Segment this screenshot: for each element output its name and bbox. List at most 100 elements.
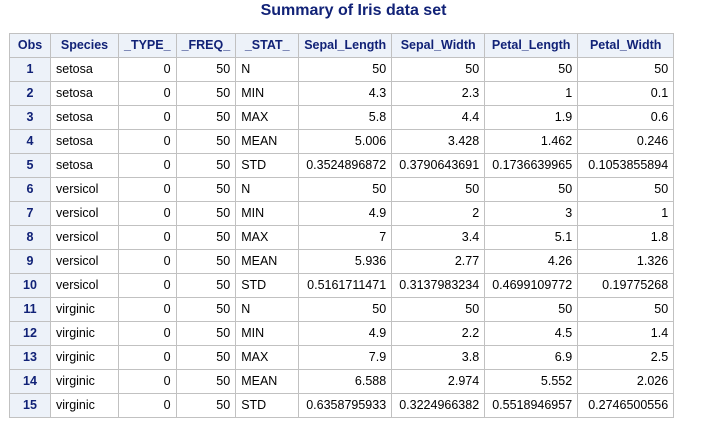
cell-stat: MAX — [236, 346, 299, 369]
cell-freq: 50 — [176, 274, 236, 297]
cell-sepal-width: 2.2 — [392, 322, 485, 345]
table-row: 15 virginic 0 50 STD 0.6358795933 0.3224966382… — [10, 394, 674, 417]
cell-petal-length: 4.26 — [485, 250, 578, 273]
cell-stat: STD — [236, 394, 299, 417]
cell-sepal-width: 50 — [392, 178, 485, 201]
cell-obs: 6 — [10, 178, 50, 201]
col-header-sepal-length: Sepal_Length — [299, 34, 392, 57]
cell-petal-width: 0.19775268 — [578, 274, 674, 297]
cell-sepal-width: 3.428 — [392, 130, 485, 153]
cell-sepal-width: 3.4 — [392, 226, 485, 249]
cell-stat: MEAN — [236, 250, 299, 273]
cell-freq: 50 — [176, 322, 236, 345]
cell-petal-length: 0.4699109772 — [485, 274, 578, 297]
cell-sepal-length: 5.006 — [299, 130, 392, 153]
cell-petal-length: 50 — [485, 58, 578, 81]
cell-sepal-width: 2.974 — [392, 370, 485, 393]
cell-obs: 3 — [10, 106, 50, 129]
cell-stat: N — [236, 58, 299, 81]
cell-type: 0 — [119, 394, 176, 417]
cell-petal-width: 0.1053855894 — [578, 154, 674, 177]
cell-petal-length: 0.1736639965 — [485, 154, 578, 177]
cell-sepal-length: 50 — [299, 58, 392, 81]
cell-sepal-length: 0.5161711471 — [299, 274, 392, 297]
cell-species: virginic — [51, 298, 118, 321]
cell-petal-length: 1.9 — [485, 106, 578, 129]
cell-sepal-width: 2.3 — [392, 82, 485, 105]
cell-petal-length: 6.9 — [485, 346, 578, 369]
col-header-type: _TYPE_ — [119, 34, 176, 57]
table-row: 10 versicol 0 50 STD 0.5161711471 0.3137983234… — [10, 274, 674, 297]
cell-species: virginic — [51, 370, 118, 393]
col-header-petal-length: Petal_Length — [485, 34, 578, 57]
cell-type: 0 — [119, 82, 176, 105]
table-row: 12 virginic 0 50 MIN 4.9 2.2 4.5 1.4 — [10, 322, 674, 345]
cell-petal-length: 50 — [485, 298, 578, 321]
cell-obs: 9 — [10, 250, 50, 273]
cell-sepal-width: 2.77 — [392, 250, 485, 273]
cell-freq: 50 — [176, 250, 236, 273]
cell-freq: 50 — [176, 370, 236, 393]
cell-petal-length: 3 — [485, 202, 578, 225]
cell-sepal-width: 2 — [392, 202, 485, 225]
table-body: 1 setosa 0 50 N 50 50 50 50 2 setosa 0 50 MIN 4.3 2.3 1 0… — [10, 58, 674, 417]
cell-petal-length: 0.5518946957 — [485, 394, 578, 417]
cell-freq: 50 — [176, 178, 236, 201]
cell-type: 0 — [119, 346, 176, 369]
cell-freq: 50 — [176, 298, 236, 321]
cell-petal-width: 2.026 — [578, 370, 674, 393]
table-row: 7 versicol 0 50 MIN 4.9 2 3 1 — [10, 202, 674, 225]
cell-sepal-width: 0.3790643691 — [392, 154, 485, 177]
cell-sepal-length: 50 — [299, 298, 392, 321]
cell-species: setosa — [51, 82, 118, 105]
cell-obs: 12 — [10, 322, 50, 345]
cell-petal-width: 50 — [578, 178, 674, 201]
cell-freq: 50 — [176, 106, 236, 129]
cell-petal-width: 1.326 — [578, 250, 674, 273]
cell-species: setosa — [51, 130, 118, 153]
cell-sepal-width: 0.3137983234 — [392, 274, 485, 297]
cell-species: versicol — [51, 226, 118, 249]
cell-sepal-width: 4.4 — [392, 106, 485, 129]
table-row: 4 setosa 0 50 MEAN 5.006 3.428 1.462 0.246 — [10, 130, 674, 153]
cell-petal-width: 0.6 — [578, 106, 674, 129]
cell-species: setosa — [51, 154, 118, 177]
cell-petal-width: 1.4 — [578, 322, 674, 345]
cell-petal-length: 4.5 — [485, 322, 578, 345]
cell-species: setosa — [51, 58, 118, 81]
cell-species: versicol — [51, 202, 118, 225]
cell-petal-width: 0.2746500556 — [578, 394, 674, 417]
cell-obs: 4 — [10, 130, 50, 153]
cell-stat: MAX — [236, 106, 299, 129]
col-header-sepal-width: Sepal_Width — [392, 34, 485, 57]
cell-type: 0 — [119, 298, 176, 321]
cell-obs: 2 — [10, 82, 50, 105]
table-row: 8 versicol 0 50 MAX 7 3.4 5.1 1.8 — [10, 226, 674, 249]
table-row: 5 setosa 0 50 STD 0.3524896872 0.3790643691 0.1… — [10, 154, 674, 177]
cell-obs: 10 — [10, 274, 50, 297]
col-header-freq: _FREQ_ — [176, 34, 236, 57]
table-row: 11 virginic 0 50 N 50 50 50 50 — [10, 298, 674, 321]
col-header-stat: _STAT_ — [236, 34, 299, 57]
cell-petal-width: 1.8 — [578, 226, 674, 249]
cell-freq: 50 — [176, 226, 236, 249]
cell-sepal-width: 3.8 — [392, 346, 485, 369]
cell-petal-width: 50 — [578, 298, 674, 321]
cell-freq: 50 — [176, 202, 236, 225]
cell-obs: 11 — [10, 298, 50, 321]
cell-type: 0 — [119, 106, 176, 129]
table-header: Obs Species _TYPE_ _FREQ_ _STAT_ Sepal_L… — [10, 34, 674, 57]
cell-type: 0 — [119, 202, 176, 225]
table-row: 6 versicol 0 50 N 50 50 50 50 — [10, 178, 674, 201]
col-header-species: Species — [51, 34, 118, 57]
cell-type: 0 — [119, 274, 176, 297]
table-row: 9 versicol 0 50 MEAN 5.936 2.77 4.26 1.326 — [10, 250, 674, 273]
cell-petal-width: 0.1 — [578, 82, 674, 105]
cell-freq: 50 — [176, 346, 236, 369]
cell-sepal-length: 5.936 — [299, 250, 392, 273]
cell-obs: 13 — [10, 346, 50, 369]
cell-petal-width: 2.5 — [578, 346, 674, 369]
report-title: Summary of Iris data set — [260, 2, 447, 19]
cell-sepal-length: 0.3524896872 — [299, 154, 392, 177]
cell-type: 0 — [119, 322, 176, 345]
